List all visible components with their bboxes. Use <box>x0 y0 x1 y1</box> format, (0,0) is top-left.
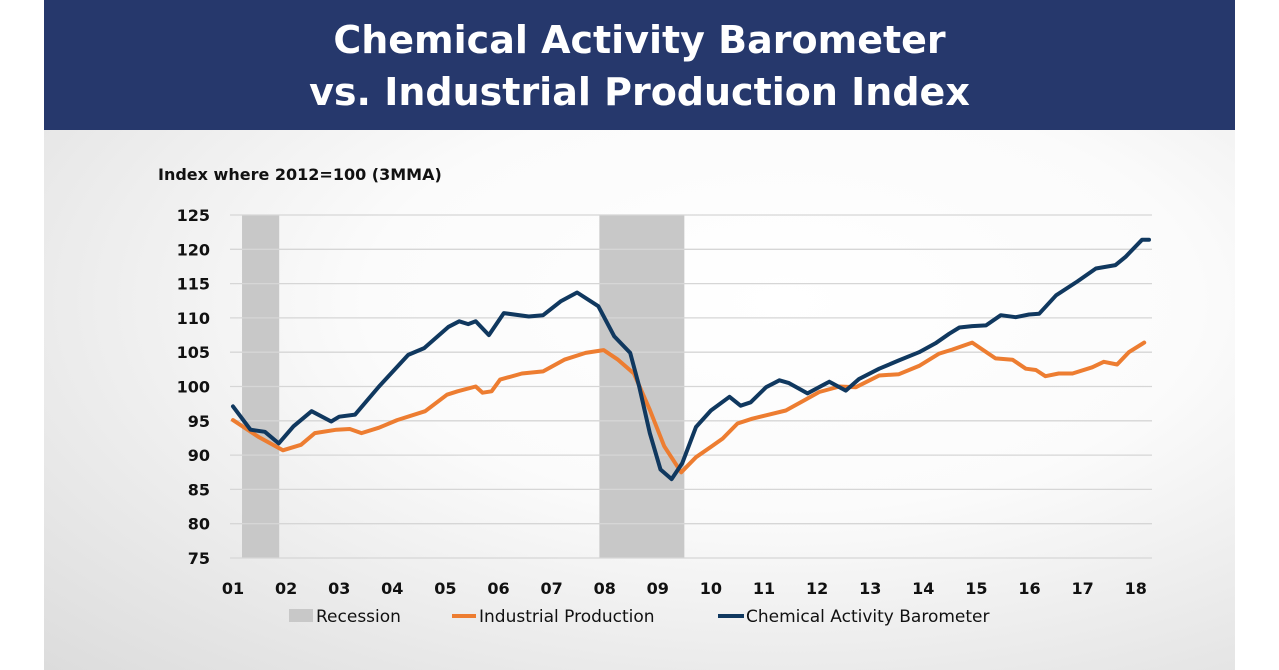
series-lines <box>231 237 1151 482</box>
legend-label-cab: Chemical Activity Barometer <box>746 607 990 627</box>
x-tick-label: 12 <box>806 579 828 598</box>
x-tick-label: 06 <box>487 579 509 598</box>
x-tick-label: 18 <box>1125 579 1147 598</box>
legend-swatch-recession <box>289 609 313 622</box>
y-tick-label: 85 <box>188 480 210 499</box>
y-tick-label: 105 <box>177 343 210 362</box>
y-tick-labels: 125 120 115 110 105 100 95 90 85 80 75 <box>177 206 210 568</box>
y-tick-label: 110 <box>177 309 210 328</box>
y-tick-label: 100 <box>177 378 210 397</box>
x-tick-labels: 01 02 03 04 05 06 07 08 09 10 11 12 13 14 15 16 17 18 <box>222 579 1147 598</box>
x-tick-label: 13 <box>859 579 881 598</box>
y-tick-label: 80 <box>188 515 210 534</box>
y-tick-label: 125 <box>177 206 210 225</box>
x-tick-label: 11 <box>753 579 775 598</box>
x-tick-label: 15 <box>965 579 987 598</box>
y-tick-label: 95 <box>188 412 210 431</box>
chart-title-line1: Chemical Activity Barometer <box>333 18 946 62</box>
legend-label-industrial-production: Industrial Production <box>479 607 655 627</box>
x-tick-label: 01 <box>222 579 244 598</box>
y-tick-label: 120 <box>177 240 210 259</box>
x-tick-label: 17 <box>1071 579 1093 598</box>
industrial-production-line <box>231 340 1147 475</box>
x-tick-label: 04 <box>381 579 403 598</box>
y-tick-label: 90 <box>188 446 210 465</box>
y-axis-label: Index where 2012=100 (3MMA) <box>158 165 442 184</box>
y-tick-label: 115 <box>177 275 210 294</box>
x-tick-label: 05 <box>434 579 456 598</box>
chart-title-line2: vs. Industrial Production Index <box>309 70 970 114</box>
x-tick-label: 16 <box>1018 579 1040 598</box>
x-tick-label: 02 <box>275 579 297 598</box>
title-banner: Chemical Activity Barometer vs. Industri… <box>44 0 1235 130</box>
x-tick-label: 07 <box>540 579 562 598</box>
y-tick-label: 75 <box>188 549 210 568</box>
legend: Recession Industrial Production Chemical A… <box>289 607 990 627</box>
x-tick-label: 14 <box>912 579 934 598</box>
x-tick-label: 10 <box>700 579 722 598</box>
gridlines <box>230 214 1152 559</box>
x-tick-label: 08 <box>594 579 616 598</box>
x-tick-label: 09 <box>647 579 669 598</box>
x-tick-label: 03 <box>328 579 350 598</box>
legend-label-recession: Recession <box>316 607 401 627</box>
cab-line <box>231 237 1151 482</box>
